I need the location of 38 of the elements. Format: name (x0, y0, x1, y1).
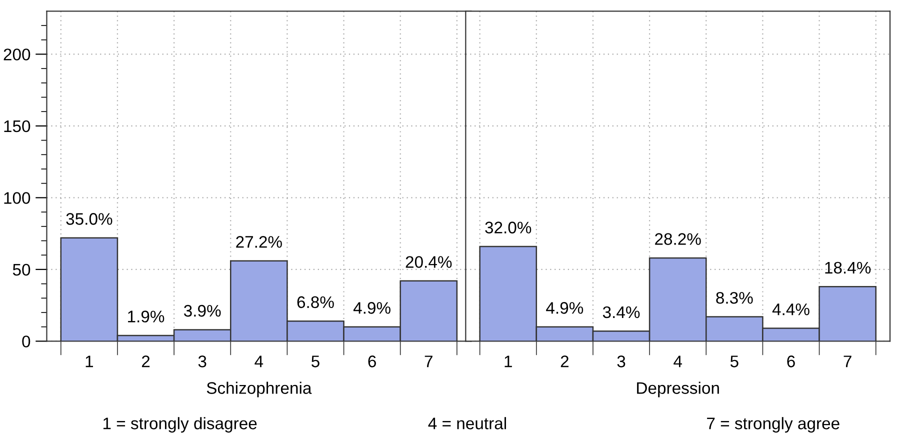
x-tick-label: 2 (142, 356, 150, 368)
annotation: 1.9% (128, 310, 164, 322)
annotation: 4.9% (353, 302, 390, 314)
annotation: 27.2% (236, 236, 282, 248)
x-tick-label: 1 (86, 356, 93, 368)
x-axis-title: Depression (637, 382, 719, 398)
annotation: 20.4% (406, 256, 452, 268)
x-axis-title: Schizophrenia (206, 382, 312, 398)
text: 4 = neutral (428, 417, 506, 430)
y-tick-label: 200 (4, 48, 30, 60)
annotation: 35.0% (66, 213, 112, 225)
annotation: 3.4% (602, 306, 640, 318)
x-tick-label: 2 (560, 356, 568, 368)
y-tick-label: 0 (22, 336, 30, 348)
annotation: 18.4% (825, 262, 871, 274)
y-tick-label: 50 (12, 264, 30, 276)
x-tick-label: 1 (504, 356, 512, 368)
y-tick-label: 150 (4, 120, 30, 132)
annotation: 28.2% (655, 233, 701, 245)
annotation: 6.8% (297, 296, 334, 308)
x-tick-label: 3 (198, 356, 206, 368)
annotation: 3.9% (184, 304, 221, 317)
y-tick-label: 100 (4, 192, 30, 204)
x-tick-label: 3 (617, 356, 626, 368)
x-tick-label: 6 (368, 356, 376, 368)
x-tick-label: 5 (730, 356, 738, 368)
x-tick-label: 5 (312, 356, 320, 368)
text: 7 = strongly agree (707, 417, 840, 433)
x-tick-label: 4 (674, 356, 682, 368)
annotation: 4.9% (546, 302, 584, 314)
x-tick-label: 7 (424, 356, 432, 368)
x-tick-label: 6 (787, 356, 795, 368)
annotation: 8.3% (716, 292, 753, 304)
annotation: 4.4% (772, 304, 810, 316)
x-tick-label: 4 (254, 356, 264, 368)
text: 1 = strongly disagree (103, 417, 257, 433)
annotation: 32.0% (485, 222, 532, 234)
x-tick-label: 7 (844, 356, 852, 368)
